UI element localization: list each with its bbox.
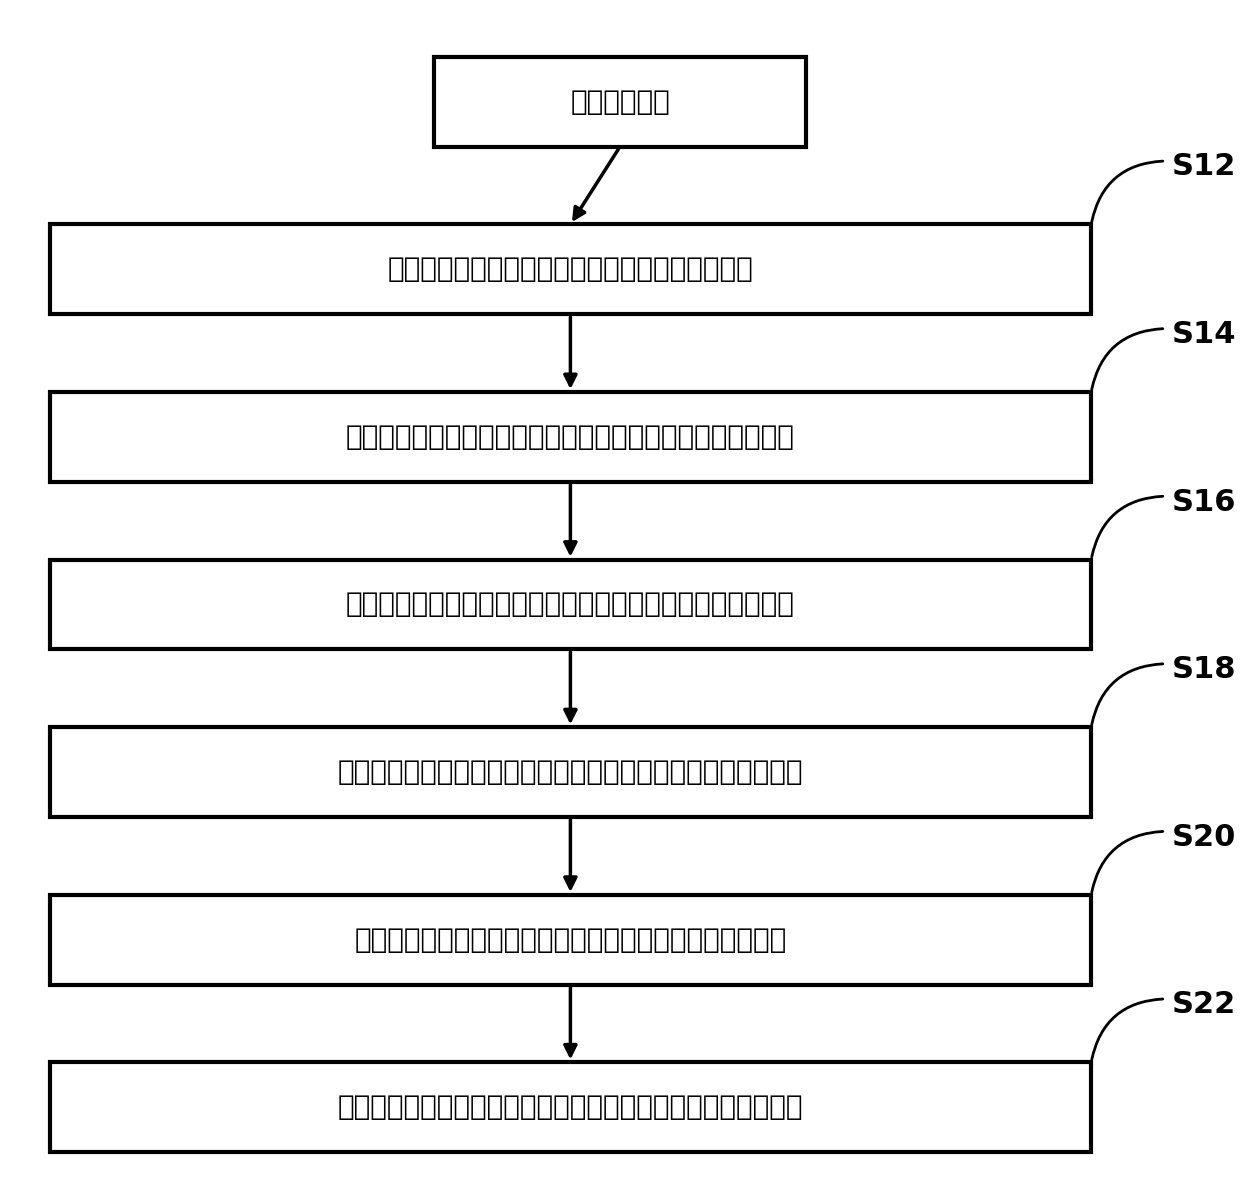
Text: 运算第一色彩信息及第二色彩信息以得知白点数据的色温讯号值: 运算第一色彩信息及第二色彩信息以得知白点数据的色温讯号值 <box>337 758 804 786</box>
Text: 侦测白点数据: 侦测白点数据 <box>570 87 670 116</box>
Text: S16: S16 <box>1172 487 1236 517</box>
FancyBboxPatch shape <box>50 1063 1091 1152</box>
FancyBboxPatch shape <box>50 225 1091 315</box>
Text: S12: S12 <box>1172 152 1236 182</box>
FancyBboxPatch shape <box>50 560 1091 649</box>
FancyBboxPatch shape <box>434 57 806 146</box>
Text: S22: S22 <box>1172 990 1236 1020</box>
Text: 藉由目标白点调整白点数据位置，以使白点数据的色温调整完毕: 藉由目标白点调整白点数据位置，以使白点数据的色温调整完毕 <box>337 1093 804 1122</box>
Text: 设定白点数据的色温与规格，以取得三原色坐标值: 设定白点数据的色温与规格，以取得三原色坐标值 <box>388 255 753 284</box>
FancyBboxPatch shape <box>50 393 1091 482</box>
Text: S10: S10 <box>918 0 982 6</box>
Text: S18: S18 <box>1172 655 1236 685</box>
Text: 利用讯号值找出讯号强度，得知目标白点与白点数据的距离: 利用讯号值找出讯号强度，得知目标白点与白点数据的距离 <box>355 925 786 954</box>
FancyBboxPatch shape <box>50 895 1091 984</box>
Text: 分别输出三原色坐标值的最高亮度讯号值以取得第一色彩信息: 分别输出三原色坐标值的最高亮度讯号值以取得第一色彩信息 <box>346 423 795 451</box>
Text: S14: S14 <box>1172 320 1236 350</box>
Text: 分别输出三原色坐标值的最低亮度讯号值以取得第二色彩信息: 分别输出三原色坐标值的最低亮度讯号值以取得第二色彩信息 <box>346 590 795 619</box>
Text: S20: S20 <box>1172 822 1236 852</box>
FancyBboxPatch shape <box>50 728 1091 816</box>
